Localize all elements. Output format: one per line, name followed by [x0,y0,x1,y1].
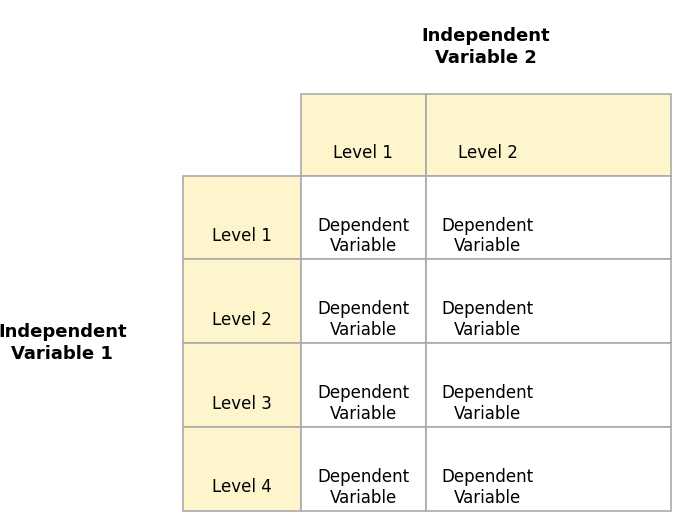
Bar [426,427,671,511]
Text: Level 1: Level 1 [334,144,393,162]
Bar [301,259,426,343]
Bar [426,94,671,176]
Text: Dependent
Variable: Dependent Variable [441,300,534,339]
Text: Dependent
Variable: Dependent Variable [441,384,534,423]
Text: Dependent
Variable: Dependent Variable [317,468,410,507]
Bar [183,427,301,511]
Text: Level 1: Level 1 [212,227,272,245]
Bar [426,259,671,343]
Bar [301,94,426,176]
Text: Independent
Variable 1: Independent Variable 1 [0,323,127,363]
Text: Level 2: Level 2 [458,144,518,162]
Text: Dependent
Variable: Dependent Variable [441,468,534,507]
Bar [183,176,301,259]
Text: Level 2: Level 2 [212,311,272,329]
Text: Dependent
Variable: Dependent Variable [317,300,410,339]
Text: Dependent
Variable: Dependent Variable [441,216,534,255]
Bar [301,176,426,259]
Text: Dependent
Variable: Dependent Variable [317,384,410,423]
Text: Level 3: Level 3 [212,395,272,412]
Bar [183,343,301,427]
Text: Independent
Variable 2: Independent Variable 2 [422,27,550,67]
Text: Dependent
Variable: Dependent Variable [317,216,410,255]
Bar [183,259,301,343]
Bar [301,427,426,511]
Bar [426,343,671,427]
Text: Level 4: Level 4 [212,478,272,496]
Bar [301,343,426,427]
Bar [426,176,671,259]
